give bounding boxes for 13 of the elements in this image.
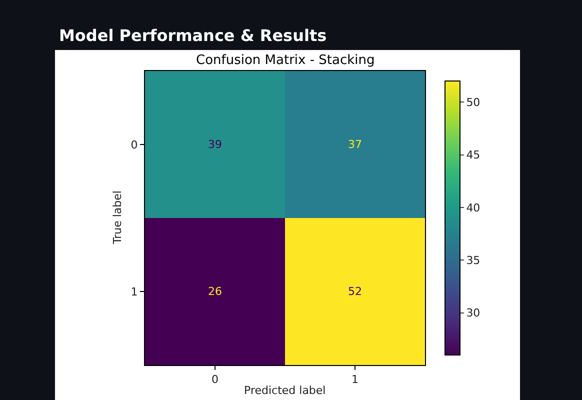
- data-label: 26: [208, 285, 222, 298]
- chart-title: Model Performance & Results: [59, 26, 327, 45]
- color-bar-label: 35: [466, 254, 480, 267]
- x-axis-title: Predicted label: [244, 384, 326, 397]
- color-bar-label: 45: [466, 148, 480, 162]
- chart-subtitle: Confusion Matrix - Stacking: [196, 53, 375, 68]
- color-bar-label: 30: [466, 306, 480, 320]
- data-label: 37: [348, 138, 362, 151]
- color-bar-label: 50: [466, 96, 480, 109]
- data-label: 39: [208, 138, 222, 151]
- data-label: 52: [348, 285, 362, 298]
- color-bar-label: 40: [466, 201, 480, 214]
- y-axis-title: True label: [111, 190, 124, 245]
